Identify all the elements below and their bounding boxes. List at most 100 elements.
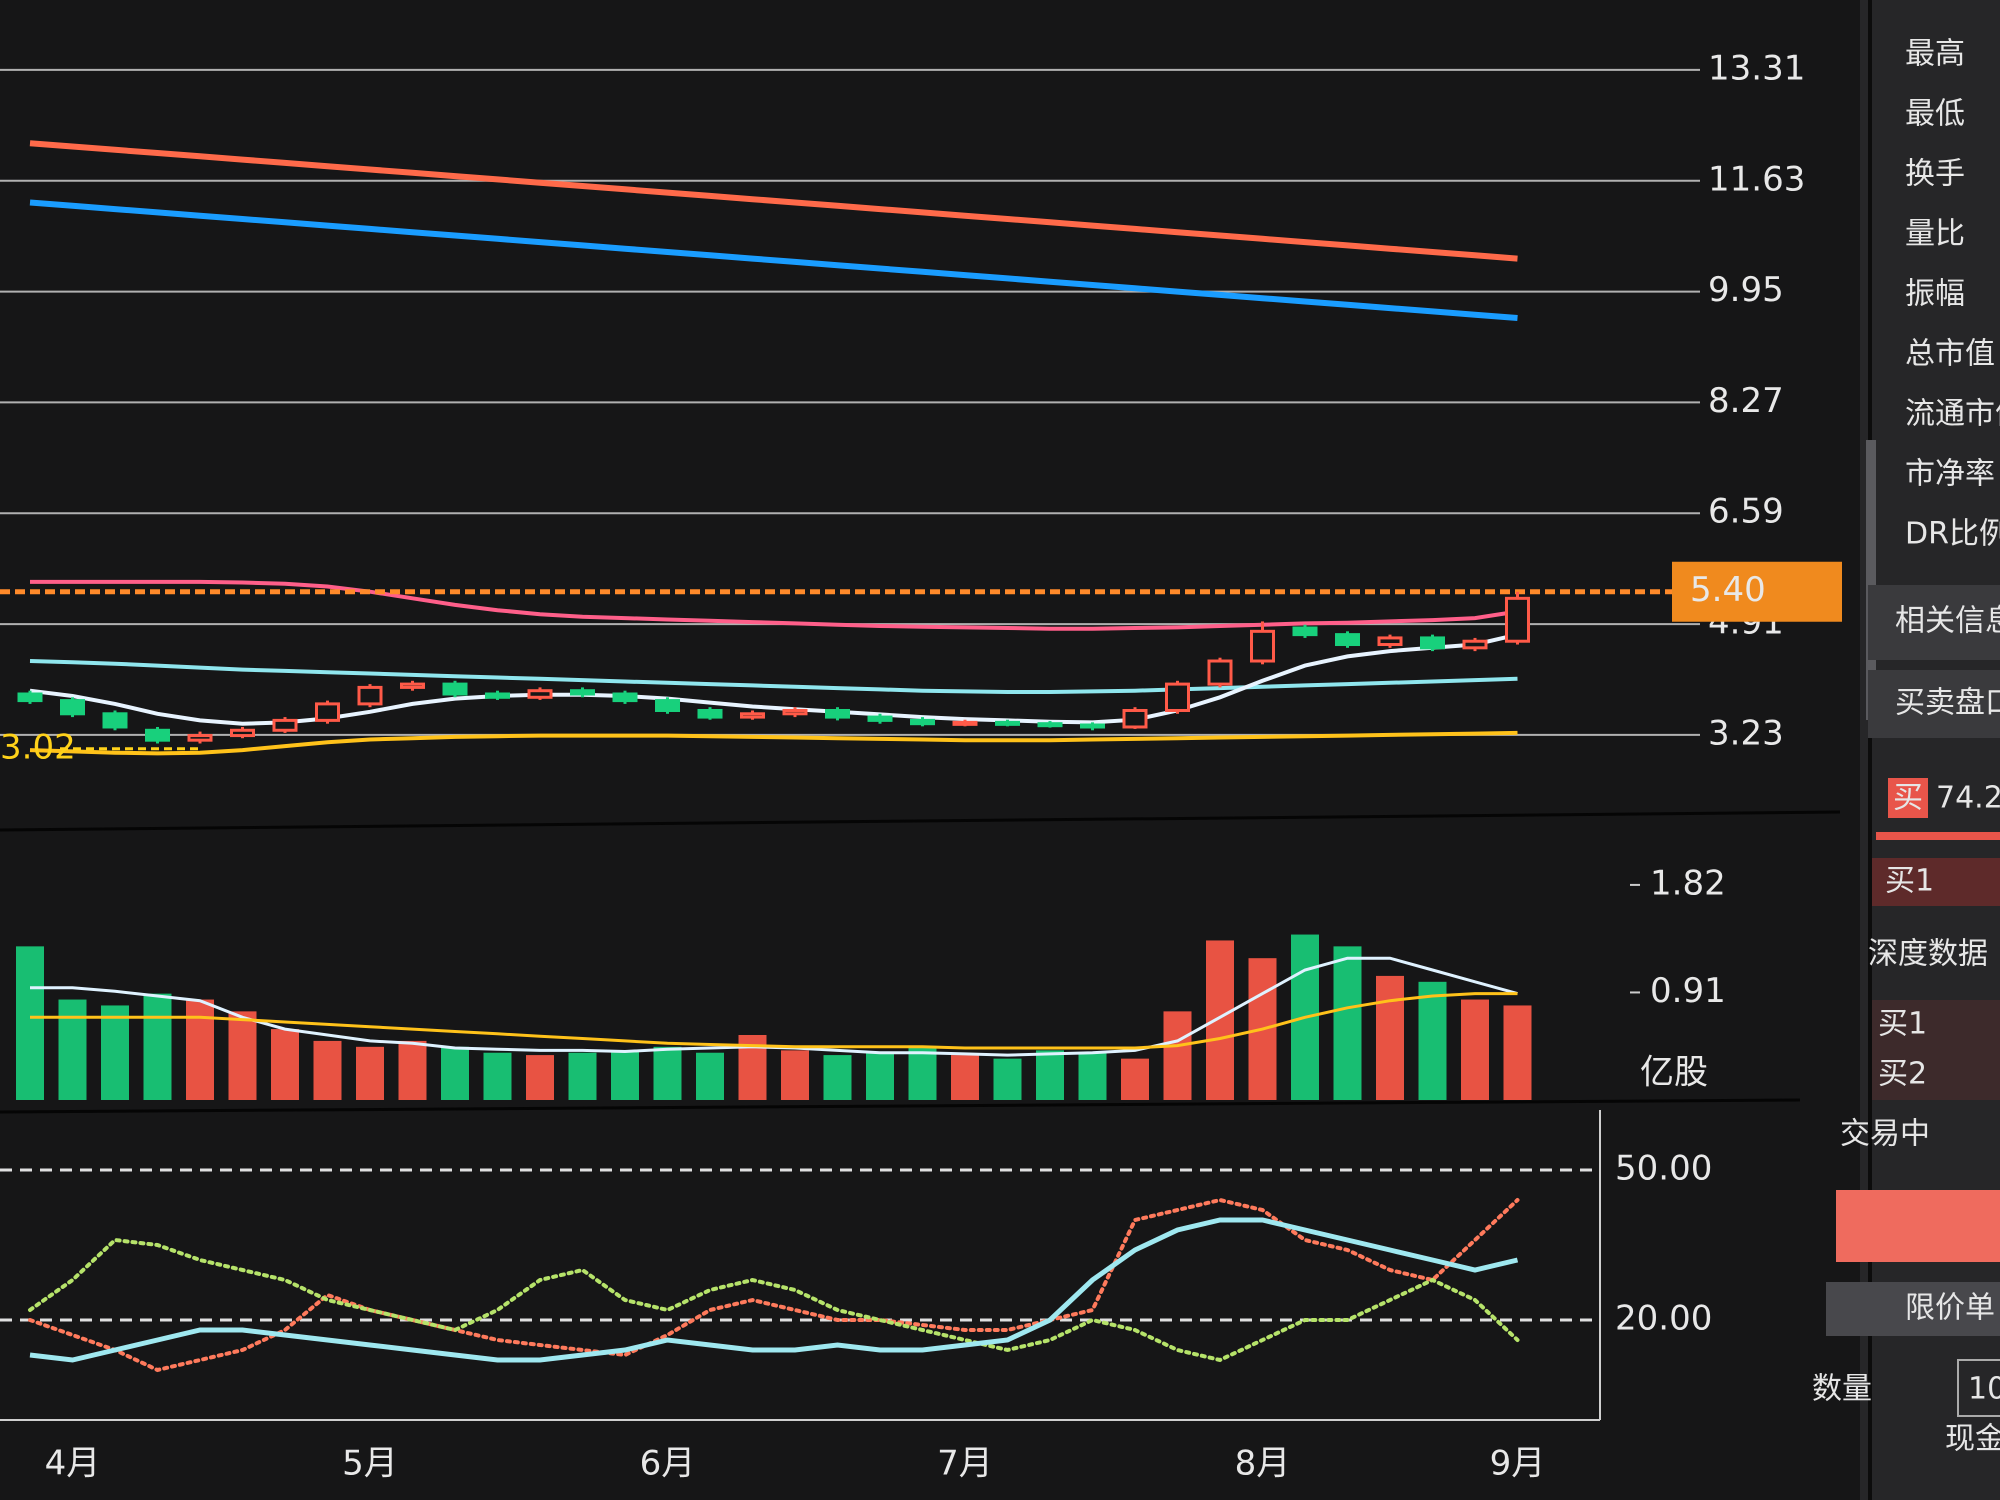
volume-bar xyxy=(866,1052,894,1100)
indicator-line xyxy=(28,1237,1520,1363)
sidebar: 最高最低换手量比振幅总市值流通市值市净率 DR比例相关信息买卖盘口买 74.2 买1 深… xyxy=(1812,37,2000,1457)
sidebar-text: DR比例 xyxy=(1905,517,2000,552)
candle-body xyxy=(1037,722,1063,728)
y-tick-label: 9.95 xyxy=(1708,270,1784,310)
buy-button[interactable] xyxy=(1836,1190,2000,1262)
tab-button[interactable] xyxy=(1868,670,2000,738)
candle-body xyxy=(1377,636,1403,647)
volume-unit: 亿股 xyxy=(1640,1053,1708,1093)
volume-bar xyxy=(696,1052,724,1100)
buy-tag-bg xyxy=(1888,778,1928,818)
candle-body xyxy=(1505,596,1530,643)
x-tick-label: 7月 xyxy=(937,1444,993,1484)
volume-bar xyxy=(271,1029,299,1100)
candle-body xyxy=(825,708,850,719)
sidebar-text: 10 xyxy=(1968,1372,2000,1407)
scrollbar[interactable] xyxy=(1866,440,1876,720)
candle-body xyxy=(655,699,680,712)
candle-body xyxy=(1335,633,1360,647)
candle-body xyxy=(485,692,510,699)
x-tick-label: 5月 xyxy=(342,1444,398,1484)
volume-bar xyxy=(1376,975,1404,1100)
candle-body xyxy=(187,734,213,742)
qty-input[interactable] xyxy=(1957,1359,2000,1417)
candle-body xyxy=(17,692,43,703)
volume-bar xyxy=(186,999,214,1100)
volume-bar xyxy=(781,1050,809,1100)
volume-bar xyxy=(993,1058,1022,1100)
y-tick-label: 3.23 xyxy=(1708,713,1784,753)
sidebar-text: 量比 xyxy=(1905,217,1965,252)
ma-line xyxy=(30,579,1518,631)
candle-body xyxy=(442,682,468,696)
panel-divider xyxy=(0,1098,1801,1114)
y-tick-label: 13.31 xyxy=(1708,48,1805,88)
sidebar-text: 74.2 xyxy=(1936,781,2000,816)
sidebar-text: 买1 xyxy=(1885,864,1934,899)
x-tick-label: 6月 xyxy=(640,1444,696,1484)
ma-line xyxy=(29,730,1518,756)
candle-body xyxy=(782,708,808,716)
candle-body xyxy=(102,712,128,729)
volume-bar xyxy=(228,1011,257,1100)
candle-body xyxy=(60,699,85,716)
candle-body xyxy=(910,718,935,726)
ma-line xyxy=(29,140,1518,262)
sidebar-text: 买1 xyxy=(1878,1007,1927,1042)
order-type-button[interactable] xyxy=(1826,1282,2000,1336)
candle-body xyxy=(612,692,638,703)
x-tick-label: 8月 xyxy=(1235,1444,1291,1484)
buy-bar xyxy=(1876,832,2000,840)
sidebar-text: 买 xyxy=(1893,781,1923,816)
sidebar-text: 买2 xyxy=(1878,1057,1927,1092)
volume-bar xyxy=(1036,1050,1064,1100)
candle-body xyxy=(357,685,383,706)
volume-bar xyxy=(568,1052,597,1100)
volume-bar xyxy=(1418,981,1447,1100)
candle-body xyxy=(145,728,170,742)
sidebar-text: 振幅 xyxy=(1905,277,1965,312)
sidebar-text: 流通市值 xyxy=(1905,397,2000,432)
candle-body xyxy=(952,720,978,726)
sidebar-text: 相关信息 xyxy=(1895,604,2000,639)
chart-bg xyxy=(0,0,1880,1500)
volume-bar xyxy=(398,1040,427,1100)
tab-button[interactable] xyxy=(1868,585,2000,660)
low-label: 3.02 xyxy=(0,727,76,767)
candle-body xyxy=(1250,629,1275,663)
candle-body xyxy=(995,720,1020,726)
candle-body xyxy=(1080,723,1105,729)
sidebar-text: 深度数据 xyxy=(1868,937,1988,972)
y-tick-label: 6.59 xyxy=(1708,492,1784,532)
candle-body xyxy=(230,728,255,738)
volume-ma xyxy=(30,992,1518,1050)
y-tick-label: 50.00 xyxy=(1615,1149,1712,1189)
y-tick-label: 20.00 xyxy=(1615,1299,1712,1339)
current-price-box xyxy=(1672,561,1842,622)
candle-body xyxy=(1122,708,1148,729)
volume-bar xyxy=(1121,1058,1149,1100)
sidebar-text: 最高 xyxy=(1905,37,1965,72)
volume-bar xyxy=(908,1046,937,1100)
candle-body xyxy=(1292,626,1318,637)
volume-bar xyxy=(1333,946,1362,1100)
panel-divider xyxy=(0,810,1841,832)
volume-bar xyxy=(611,1050,639,1100)
volume-bar xyxy=(441,1046,469,1100)
candle-body xyxy=(570,689,595,696)
current-price-label: 5.40 xyxy=(1690,570,1766,610)
volume-bar xyxy=(951,1055,979,1100)
volume-bar xyxy=(653,1046,682,1100)
volume-bar xyxy=(356,1046,384,1100)
sidebar-text: 换手 xyxy=(1905,157,1965,192)
y-tick-label: 8.27 xyxy=(1708,381,1784,421)
volume-bar xyxy=(143,993,172,1100)
sidebar-text: 交易中 xyxy=(1840,1117,1930,1152)
sidebar-text: 总市值 xyxy=(1905,337,1995,372)
candle-body xyxy=(867,715,893,722)
sidebar-text: 限价单 xyxy=(1905,1291,1995,1326)
candle-body xyxy=(527,689,553,699)
y-tick-label: 1.82 xyxy=(1650,863,1726,903)
